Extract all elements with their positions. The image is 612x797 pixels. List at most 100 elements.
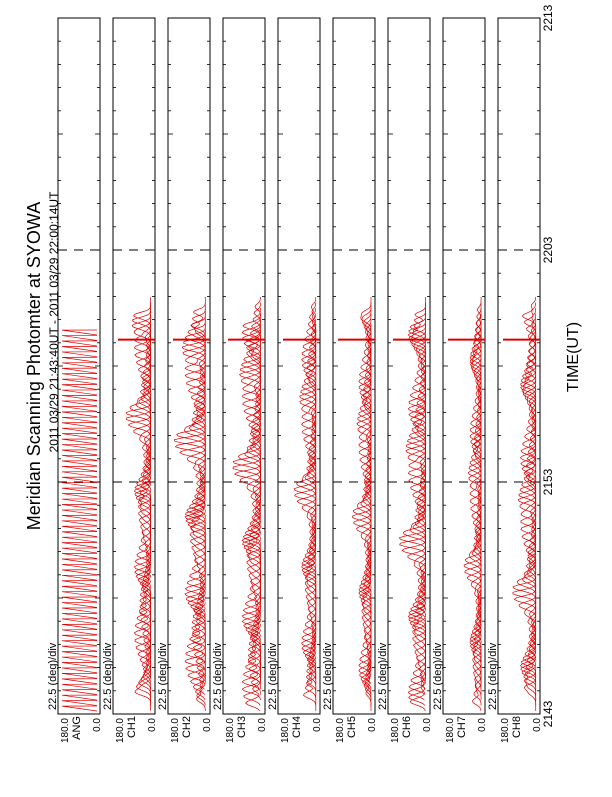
scan-trace xyxy=(61,373,98,379)
scan-trace xyxy=(61,585,98,592)
scan-trace xyxy=(410,580,426,619)
x-tick-label: 2203 xyxy=(541,236,555,263)
panel-label: CH2 xyxy=(181,716,193,738)
scan-trace xyxy=(190,580,206,619)
scan-trace xyxy=(302,623,317,663)
y-tick-top: 180.0 xyxy=(500,718,511,743)
scale-label: 22.5 (deg)/div xyxy=(432,642,444,710)
scan-trace xyxy=(61,438,98,445)
scale-label: 22.5 (deg)/div xyxy=(377,642,389,710)
scan-trace xyxy=(243,340,261,379)
scan-trace xyxy=(61,504,98,510)
scan-trace xyxy=(470,340,482,379)
trace-group xyxy=(448,297,485,712)
scan-trace xyxy=(134,602,151,641)
scan-trace xyxy=(476,509,482,548)
scan-trace xyxy=(61,640,98,646)
scan-trace xyxy=(301,405,317,445)
scan-trace xyxy=(61,335,98,341)
trace-group xyxy=(173,297,210,712)
panel-label: CH4 xyxy=(291,716,303,738)
y-tick-top: 180.0 xyxy=(335,718,346,743)
scan-trace xyxy=(241,656,261,695)
x-tick-label: 2153 xyxy=(541,468,555,495)
scan-trace xyxy=(61,487,98,494)
scan-trace xyxy=(136,455,151,494)
scan-trace xyxy=(61,656,98,663)
scan-trace xyxy=(304,629,317,668)
scale-label: 22.5 (deg)/div xyxy=(157,642,169,710)
scan-trace xyxy=(520,356,537,396)
scan-trace xyxy=(475,302,482,341)
scan-trace xyxy=(408,313,426,352)
trace-group xyxy=(393,297,430,712)
scan-trace xyxy=(61,662,98,668)
scan-trace xyxy=(473,596,482,635)
scan-trace xyxy=(134,673,151,711)
trace-group xyxy=(283,297,320,711)
panel-frame xyxy=(57,17,101,715)
scan-trace xyxy=(249,493,261,532)
y-tick-bottom: 0.0 xyxy=(202,718,213,732)
scan-trace xyxy=(470,324,482,363)
scan-trace xyxy=(409,318,426,357)
chart-title: Meridian Scanning Photomter at SYOWA xyxy=(24,202,44,530)
scan-trace xyxy=(417,482,426,521)
scan-trace xyxy=(61,460,98,467)
scan-trace xyxy=(61,623,98,630)
scale-label: 22.5 (deg)/div xyxy=(47,642,59,710)
scan-trace xyxy=(524,591,537,630)
scan-trace xyxy=(61,700,98,706)
scan-trace xyxy=(243,596,261,635)
scan-trace xyxy=(251,416,261,455)
scan-trace xyxy=(61,329,98,336)
scan-trace xyxy=(302,531,317,570)
scan-trace xyxy=(408,455,426,494)
y-tick-bottom: 0.0 xyxy=(422,718,433,732)
scan-trace xyxy=(241,514,261,553)
panel-frame xyxy=(112,17,156,715)
scan-trace xyxy=(528,531,537,570)
y-tick-bottom: 0.0 xyxy=(532,718,543,732)
panel-label: CH8 xyxy=(511,716,523,738)
scan-trace xyxy=(242,378,261,417)
scan-trace xyxy=(471,318,482,358)
scan-trace xyxy=(362,656,372,695)
scan-trace xyxy=(61,476,98,483)
y-tick-top: 180.0 xyxy=(170,718,181,743)
scan-trace xyxy=(187,574,206,614)
scan-trace xyxy=(61,645,98,652)
scan-trace xyxy=(360,651,372,690)
scan-trace xyxy=(196,384,206,423)
scan-trace xyxy=(247,607,261,646)
scan-trace xyxy=(61,514,98,521)
scan-trace xyxy=(142,367,151,406)
scan-trace xyxy=(416,493,426,532)
scan-trace xyxy=(523,444,537,483)
x-tick-labels: 2143 2153 2203 2213 xyxy=(541,4,555,727)
scan-trace xyxy=(61,367,98,374)
scan-trace xyxy=(307,444,317,483)
scan-trace xyxy=(243,651,261,690)
scan-trace xyxy=(241,662,261,701)
scan-trace xyxy=(134,329,151,368)
scan-trace xyxy=(61,531,98,537)
y-tick-top: 180.0 xyxy=(445,718,456,743)
scan-trace xyxy=(242,297,261,336)
scan-trace xyxy=(61,629,98,636)
scan-trace xyxy=(410,460,426,499)
scan-trace xyxy=(143,356,151,396)
scan-trace xyxy=(61,471,98,478)
x-tick-label: 2213 xyxy=(541,4,555,31)
scan-trace xyxy=(191,471,206,510)
scan-trace xyxy=(190,297,206,336)
chart-subtitle: 2011 03/29 21:43:40UT - 2011 03/29 22:00… xyxy=(47,191,61,453)
scan-trace xyxy=(61,509,98,516)
scan-trace xyxy=(61,498,98,505)
